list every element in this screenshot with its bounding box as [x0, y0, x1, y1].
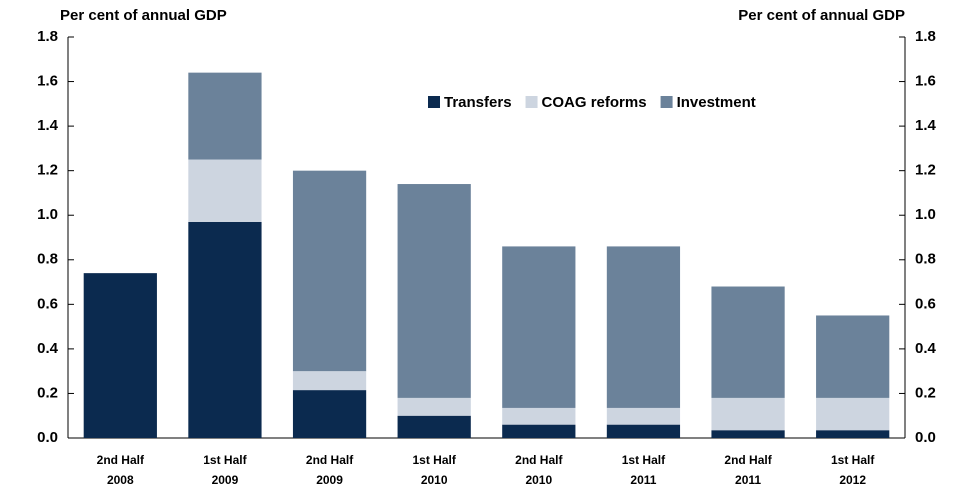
- y-tick-label: 1.4: [37, 117, 59, 134]
- bar-segment: [606, 246, 681, 408]
- bar-segment: [292, 390, 367, 438]
- y-tick-label: 0.6: [37, 295, 58, 312]
- x-tick-label-box: 2nd Half 2009: [305, 453, 354, 487]
- bar-segment: [816, 315, 890, 398]
- bar-segment: [816, 397, 890, 431]
- y-tick-label: 0.2: [37, 384, 58, 401]
- bar-segment: [502, 246, 576, 408]
- bar-segment: [606, 407, 681, 425]
- y2-tick-label: 0.4: [915, 340, 937, 357]
- legend-label: Investment: [677, 94, 756, 111]
- y2-tick-label: 0.2: [915, 384, 936, 401]
- legend-swatch: [660, 96, 673, 108]
- y-tick-label: 1.2: [37, 162, 58, 179]
- x-tick-label: 1st Half 2009: [203, 453, 247, 487]
- bar-segment: [816, 430, 890, 438]
- y-tick-label: 1.6: [37, 73, 58, 90]
- legend-swatch: [428, 96, 440, 108]
- x-tick-label: 2nd Half 2010: [515, 453, 563, 487]
- bar-segment: [292, 371, 367, 391]
- y2-tick-label: 1.0: [915, 206, 936, 223]
- legend-swatch: [525, 96, 538, 108]
- y2-axis-title: Per cent of annual GDP: [738, 7, 905, 24]
- x-tick-label: 2nd Half 2009: [305, 453, 354, 487]
- y-tick-label: 0.0: [37, 429, 58, 446]
- legend-label: COAG reforms: [542, 94, 647, 111]
- x-tick-label: 1st Half 2011: [621, 453, 666, 487]
- bar-segment: [188, 72, 262, 160]
- x-tick-label: 1st Half 2010: [412, 453, 456, 487]
- x-tick-label-box: 1st Half 2009: [203, 453, 247, 487]
- x-tick-label: 2nd Half 2011: [724, 453, 772, 487]
- y2-tick-label: 1.4: [915, 117, 937, 134]
- x-tick-label: 1st Half 2012: [831, 453, 875, 487]
- x-tick-label-box: 2nd Half 2010: [515, 453, 563, 487]
- bar-segment: [397, 184, 471, 398]
- bar-segment: [606, 424, 681, 438]
- x-tick-label-box: 1st Half 2010: [412, 453, 456, 487]
- y2-tick-label: 0.0: [915, 429, 936, 446]
- bar-segment: [397, 415, 471, 438]
- x-tick-label-box: 2nd Half 2008: [96, 453, 144, 487]
- x-tick-label-box: 1st Half 2012: [831, 453, 875, 487]
- bar-segment: [502, 424, 576, 438]
- y-tick-label: 0.8: [37, 251, 58, 268]
- bar-segment: [397, 397, 471, 416]
- y-tick-label: 1.8: [37, 28, 58, 45]
- y2-tick-label: 0.6: [915, 295, 936, 312]
- bar-segment: [711, 286, 785, 398]
- bar-segment: [188, 221, 262, 438]
- legend-label: Transfers: [444, 94, 512, 111]
- y-axis-title: Per cent of annual GDP: [60, 7, 227, 24]
- bar-segment: [502, 407, 576, 425]
- y2-tick-label: 1.8: [915, 28, 936, 45]
- x-tick-label-box: 2nd Half 2011: [724, 453, 772, 487]
- x-tick-label-box: 1st Half 2011: [621, 453, 666, 487]
- bar-segment: [292, 170, 367, 372]
- bar-segment: [83, 273, 157, 438]
- y-tick-label: 1.0: [37, 206, 58, 223]
- y2-tick-label: 1.6: [915, 73, 936, 90]
- y2-tick-label: 1.2: [915, 162, 936, 179]
- y2-tick-label: 0.8: [915, 251, 936, 268]
- bar-segment: [188, 159, 262, 222]
- bar-segment: [711, 430, 785, 438]
- bar-segment: [711, 397, 785, 431]
- y-tick-label: 0.4: [37, 340, 59, 357]
- x-tick-label: 2nd Half 2008: [96, 453, 144, 487]
